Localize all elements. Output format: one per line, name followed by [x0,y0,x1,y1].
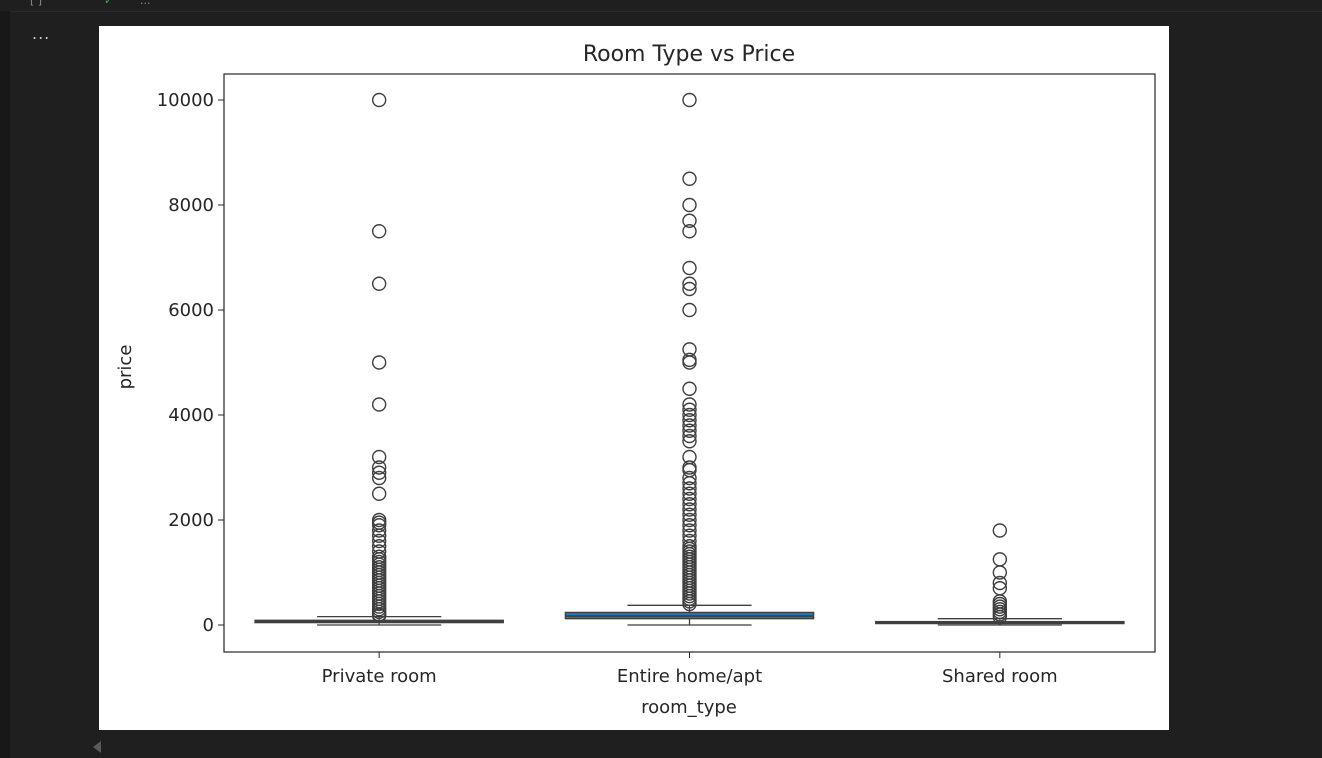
outlier-point [371,276,387,291]
outlier-point [682,470,697,486]
outlier-point [682,596,697,612]
outlier-point [371,224,387,239]
y-tick-label: 2000 [168,510,214,531]
x-tick-label: Private room [322,666,437,687]
outlier-point [682,507,697,522]
outlier-point [682,171,697,186]
outlier-point [682,476,697,491]
outlier-point [682,428,697,444]
outlier-point [682,402,697,417]
outlier-point [371,486,387,501]
x-tick-label: Shared room [942,666,1058,687]
cell-toolbar: [ ] ✓ ... [0,0,1322,12]
y-tick-label: 6000 [168,300,214,321]
outlier-point [682,260,697,276]
outlier-point [371,470,387,486]
outlier-point [682,407,697,423]
outlier-point [992,565,1008,580]
outlier-point [682,434,697,449]
outlier-point [682,213,697,228]
outlier-point [682,224,697,239]
outlier-point [371,528,387,543]
outlier-point [371,518,387,533]
outlier-point [682,518,697,533]
outlier-point [682,486,697,501]
x-axis-label: room_type [641,697,737,718]
outlier-point [682,92,697,108]
plot-area: 0 2000 4000 6000 8000 10000 Private room Entire… [157,73,1156,687]
y-axis-label: price [115,345,136,390]
outlier-point [992,575,1008,591]
cell-gutter [0,11,10,758]
outlier-point [682,413,697,428]
chart-figure: Room Type vs Price room_type price 0 2000… [99,26,1169,730]
outlier-point [682,276,697,291]
chart-title: Room Type vs Price [583,42,795,67]
box-plot: Room Type vs Price room_type price 0 2000… [115,42,1156,718]
outlier-point [682,397,697,412]
outlier-point [682,423,697,438]
outlier-point [992,523,1008,538]
outlier-point [992,609,1008,625]
outlier-point [682,497,697,512]
outlier-point [371,523,387,538]
x-tick-label: Entire home/apt [617,666,762,687]
outlier-point [682,281,697,297]
outlier-point [371,460,387,475]
cell-status-text: ... [140,0,151,7]
y-tick-label: 8000 [168,195,214,216]
outlier-point [371,465,387,480]
outlier-point [682,381,697,396]
outlier-point [371,92,387,108]
y-tick-label: 0 [203,615,214,636]
outlier-point [682,523,697,538]
outlier-point [682,491,697,507]
outlier-point [371,397,387,412]
outlier-point [371,533,387,549]
scroll-left-arrow-icon[interactable] [93,741,101,753]
outlier-point [682,302,697,318]
outlier-point [682,481,697,496]
execution-count: [ ] [30,0,43,7]
outlier-point [682,502,697,517]
outlier-point [682,197,697,213]
y-tick-label: 4000 [168,405,214,426]
outlier-point [371,355,387,370]
output-more-actions-button[interactable]: ... [32,24,51,43]
outlier-point [371,608,387,623]
outlier-point [371,449,387,465]
check-icon: ✓ [104,0,114,7]
outlier-point [682,512,697,528]
axes-frame [223,73,1156,653]
outlier-point [992,552,1008,567]
outlier-point [682,418,697,433]
y-tick-label: 10000 [157,90,214,111]
outlier-point [682,355,697,370]
